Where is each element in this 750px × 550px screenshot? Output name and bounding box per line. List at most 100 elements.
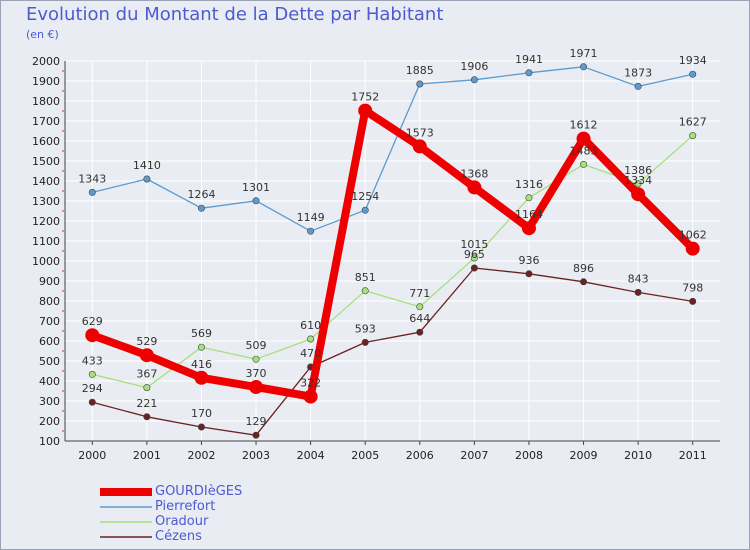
data-point (249, 380, 264, 394)
data-point (143, 384, 151, 392)
y-tick-label: 700 (39, 315, 60, 328)
y-tick-label: 1000 (32, 255, 60, 268)
data-label: 965 (464, 248, 485, 261)
data-point (358, 103, 373, 118)
x-tick-label: 2003 (242, 449, 270, 462)
legend-swatch (100, 488, 152, 496)
data-label: 851 (355, 271, 376, 284)
data-label: 1410 (133, 159, 161, 172)
data-label: 1343 (78, 172, 106, 185)
data-label: 1301 (242, 181, 270, 194)
data-label: 1627 (679, 116, 707, 129)
y-tick-label: 1400 (32, 175, 60, 188)
y-tick-label: 300 (39, 395, 60, 408)
data-label: 1164 (515, 208, 543, 221)
data-label: 1612 (570, 119, 598, 132)
x-tick-label: 2008 (515, 449, 543, 462)
data-point (361, 338, 369, 346)
y-tick-label: 2000 (32, 55, 60, 68)
x-tick-label: 2005 (351, 449, 379, 462)
y-tick-label: 900 (39, 275, 60, 288)
data-label: 771 (409, 287, 430, 300)
data-label: 798 (682, 281, 703, 294)
plot-area (65, 61, 720, 441)
data-point (307, 227, 315, 235)
data-point (197, 204, 205, 212)
x-tick-label: 2011 (679, 449, 707, 462)
data-label: 1264 (187, 188, 215, 201)
data-point (416, 80, 424, 88)
data-point (470, 76, 478, 84)
data-point (416, 303, 424, 311)
data-label: 1062 (679, 229, 707, 242)
data-point (197, 423, 205, 431)
data-label: 1015 (460, 238, 488, 251)
y-tick-label: 100 (39, 435, 60, 448)
series-line-1 (92, 66, 693, 232)
series-line-2 (92, 135, 694, 389)
y-tick-label: 500 (39, 355, 60, 368)
data-label: 509 (246, 339, 267, 352)
y-tick-label: 1700 (32, 115, 60, 128)
data-label: 1885 (406, 64, 434, 77)
legend-label: Oradour (155, 514, 209, 529)
x-tick-label: 2002 (187, 449, 215, 462)
data-label: 470 (300, 347, 321, 360)
data-label: 294 (82, 382, 103, 395)
data-label: 644 (409, 312, 430, 325)
legend-label: Pierrefort (155, 499, 216, 514)
data-point (307, 335, 315, 343)
data-label: 1149 (297, 211, 325, 224)
data-point (521, 221, 536, 236)
y-tick-label: 400 (39, 375, 60, 388)
x-tick-label: 2009 (570, 449, 598, 462)
chart-subtitle: (en €) (26, 28, 59, 41)
data-point (576, 131, 591, 146)
chart-title: Evolution du Montant de la Dette par Hab… (26, 4, 444, 25)
data-label: 1254 (351, 190, 379, 203)
data-label: 629 (82, 315, 103, 328)
data-point (412, 139, 427, 154)
y-tick-label: 1100 (32, 235, 60, 248)
data-label: 1483 (570, 144, 598, 157)
data-point (634, 82, 642, 90)
data-label: 1316 (515, 178, 543, 191)
data-point (525, 270, 533, 278)
data-label: 569 (191, 327, 212, 340)
data-label: 322 (300, 377, 321, 390)
data-point (139, 348, 154, 363)
y-tick-label: 600 (39, 335, 60, 348)
x-tick-label: 2007 (460, 449, 488, 462)
data-label: 433 (82, 354, 103, 367)
data-point (634, 288, 642, 296)
data-label: 593 (355, 322, 376, 335)
data-label: 896 (573, 262, 594, 275)
data-point (88, 188, 96, 196)
data-point (88, 370, 96, 378)
x-tick-label: 2004 (297, 449, 325, 462)
y-tick-label: 200 (39, 415, 60, 428)
data-point (470, 264, 478, 272)
data-label: 129 (246, 415, 267, 428)
data-point (194, 370, 209, 385)
legend-label: GOURDIèGES (155, 484, 243, 499)
legend-swatch (100, 536, 152, 538)
data-point (689, 70, 697, 78)
legend-swatch (100, 506, 152, 508)
data-point (580, 278, 588, 286)
data-label: 1906 (460, 60, 488, 73)
data-point (361, 206, 369, 214)
data-label: 1873 (624, 66, 652, 79)
data-point (525, 194, 533, 202)
line-chart: 100 200 300 400 500 600 700 800 900 1000 1100 1200 1… (32, 47, 720, 462)
legend-swatch (100, 521, 152, 523)
data-point (143, 175, 151, 183)
data-label: 170 (191, 407, 212, 420)
y-tick-label: 1900 (32, 75, 60, 88)
series-line-3 (92, 267, 693, 436)
data-label: 1934 (679, 54, 707, 67)
y-tick-label: 1600 (32, 135, 60, 148)
data-label: 221 (136, 397, 157, 410)
data-point (689, 297, 697, 305)
data-point (88, 398, 96, 406)
